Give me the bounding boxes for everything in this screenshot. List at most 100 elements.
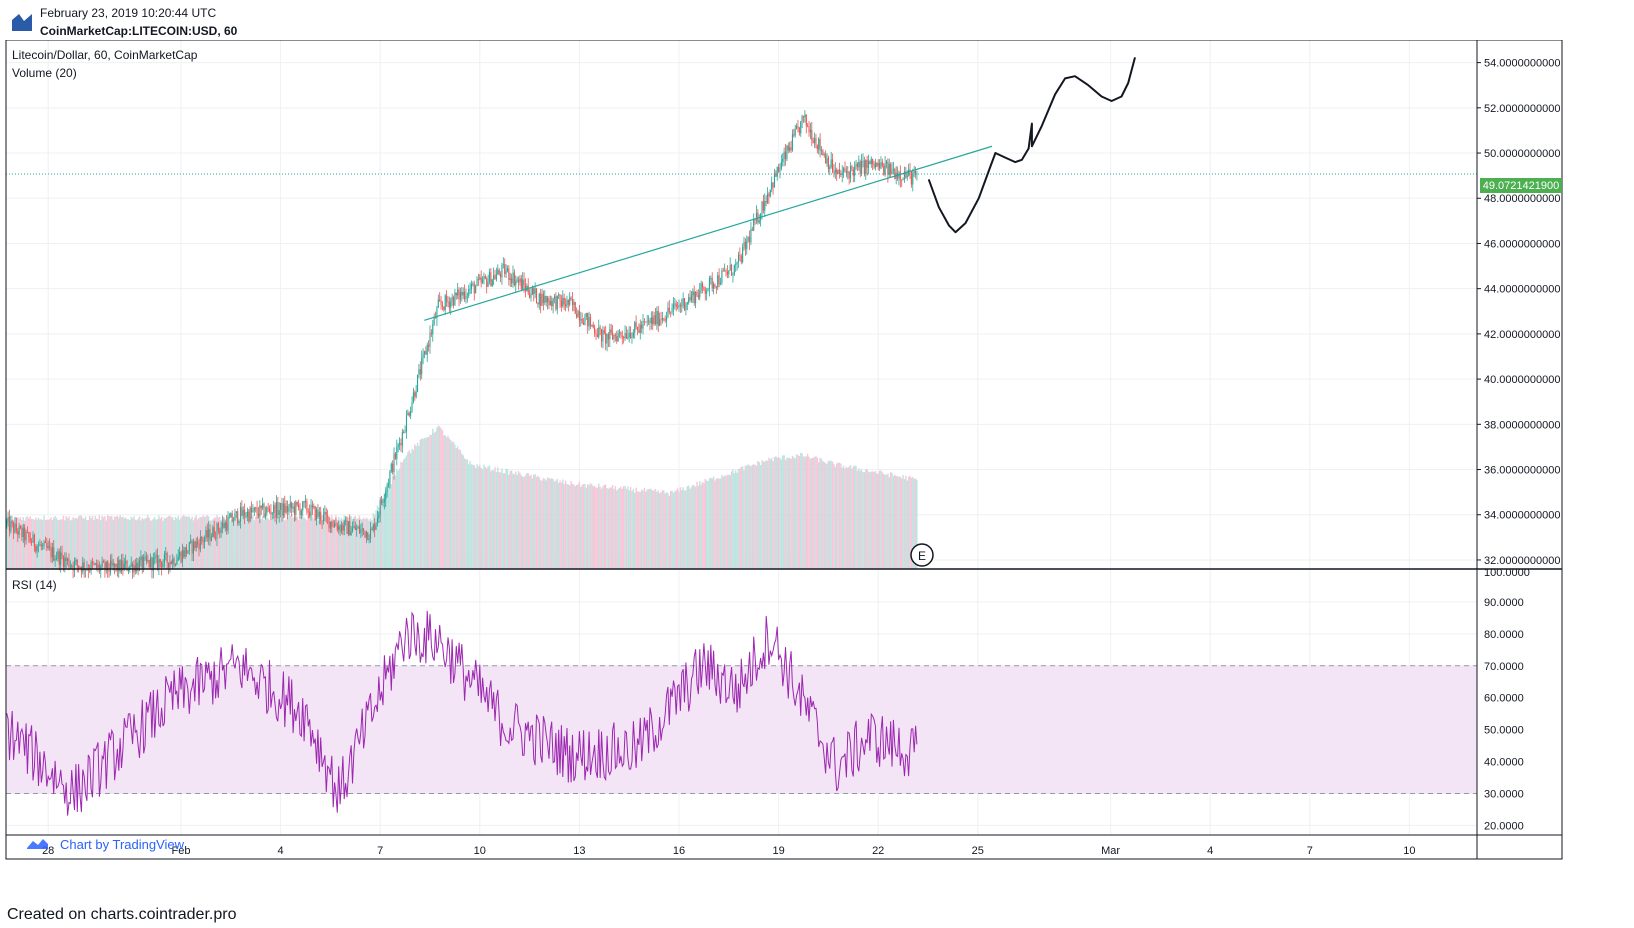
candle-body xyxy=(412,392,414,403)
volume-bar xyxy=(748,465,751,569)
candle-body xyxy=(517,279,520,283)
volume-bar xyxy=(780,459,783,569)
candle-body xyxy=(374,524,376,530)
volume-bar xyxy=(690,486,693,569)
candle-body xyxy=(866,159,868,168)
candle-body xyxy=(246,511,248,517)
candle-body xyxy=(519,278,521,283)
candle-body xyxy=(649,320,651,324)
candle-body xyxy=(69,565,71,567)
volume-bar xyxy=(672,492,675,569)
volume-bar xyxy=(737,468,740,569)
candle-body xyxy=(582,323,585,325)
price-tick-label: 36.0000000000 xyxy=(1484,465,1560,477)
candle-body xyxy=(569,297,571,305)
candle-body xyxy=(271,512,273,515)
candle-body xyxy=(867,160,870,168)
candle-body xyxy=(761,201,763,215)
volume-bar xyxy=(584,483,586,569)
candle-body xyxy=(823,154,825,156)
candle-body xyxy=(197,541,199,544)
volume-bar xyxy=(124,517,127,569)
volume-bar xyxy=(492,470,495,569)
volume-bar xyxy=(32,518,34,569)
trendline xyxy=(424,145,993,321)
candle-body xyxy=(224,522,226,528)
candle-body xyxy=(43,541,45,546)
volume-bar xyxy=(369,518,372,569)
chart-axes: 28 Feb 4 7 10 13 16 19 22 25 Mar 4 7 1032.00000000003… xyxy=(5,40,1563,860)
candle-body xyxy=(511,278,513,284)
candle-body xyxy=(256,507,258,514)
chart-canvas[interactable]: 28 Feb 4 7 10 13 16 19 22 25 Mar 4 7 1032.00000000003… xyxy=(0,40,1634,904)
candle-body xyxy=(14,523,16,533)
candle-body xyxy=(183,550,185,557)
volume-bar xyxy=(306,520,308,569)
volume-bar xyxy=(877,473,879,569)
volume-bar xyxy=(351,518,354,569)
volume-bar xyxy=(708,478,711,569)
volume-bar xyxy=(130,516,132,569)
candle-body xyxy=(307,511,309,513)
volume-bar xyxy=(502,473,505,569)
volume-bar xyxy=(705,480,708,569)
candle-body xyxy=(141,556,143,569)
candle-body xyxy=(661,318,663,320)
candle-body xyxy=(151,557,153,571)
candle-body xyxy=(257,513,260,517)
candle-body xyxy=(801,115,803,122)
volume-bar xyxy=(149,520,152,569)
volume-label: Volume (20) xyxy=(12,66,77,80)
volume-bar xyxy=(147,515,149,569)
candle-body xyxy=(191,540,193,554)
volume-bar xyxy=(360,518,362,569)
volume-bar xyxy=(764,461,766,569)
volume-bar xyxy=(350,516,352,569)
volume-bar xyxy=(656,491,658,569)
volume-bar xyxy=(499,472,502,569)
candle-body xyxy=(327,515,329,518)
tradingview-watermark[interactable]: Chart by TradingView xyxy=(27,837,185,852)
event-marker[interactable]: E xyxy=(910,543,934,567)
volume-bar xyxy=(762,461,765,569)
volume-bar xyxy=(57,520,59,569)
volume-bar xyxy=(434,431,437,569)
volume-bar xyxy=(115,516,117,569)
candle-body xyxy=(181,550,183,563)
volume-bar xyxy=(719,478,722,569)
candle-body xyxy=(714,284,716,287)
rsi-tick-label: 100.0000 xyxy=(1484,567,1530,579)
volume-bar xyxy=(578,481,581,569)
volume-bar xyxy=(567,484,570,569)
candle-body xyxy=(405,415,408,432)
candle-body xyxy=(325,511,327,516)
volume-bar xyxy=(528,475,531,569)
candle-body xyxy=(584,316,586,325)
volume-bar xyxy=(795,454,798,569)
candle-body xyxy=(194,541,196,549)
volume-bar xyxy=(173,520,175,569)
volume-bar xyxy=(430,434,433,569)
rsi-tick-label: 50.0000 xyxy=(1484,725,1524,737)
candle-body xyxy=(447,301,449,303)
candle-body xyxy=(642,321,644,329)
candle-body xyxy=(829,167,831,170)
volume-bar xyxy=(129,520,131,569)
candle-body xyxy=(97,564,99,568)
volume-bar xyxy=(437,425,439,569)
volume-bar xyxy=(784,459,787,569)
candle-body xyxy=(469,289,471,290)
x-tick-label: 25 xyxy=(972,845,984,857)
volume-bar xyxy=(676,488,679,569)
volume-bar xyxy=(427,437,430,569)
candle-body xyxy=(389,471,391,484)
volume-bar xyxy=(447,435,449,569)
candle-body xyxy=(872,158,874,165)
candle-body xyxy=(585,312,587,317)
volume-bar xyxy=(90,518,92,569)
candle-body xyxy=(912,173,914,185)
candle-body xyxy=(274,504,276,518)
volume-bar xyxy=(131,518,134,569)
volume-bar xyxy=(759,465,762,569)
candle-body xyxy=(505,271,507,274)
